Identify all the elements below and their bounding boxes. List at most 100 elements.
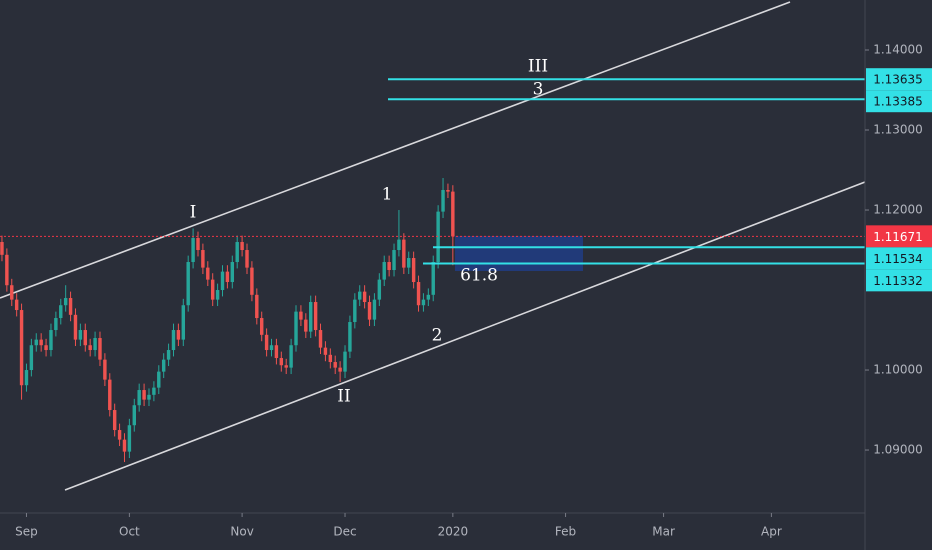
candle-body	[333, 362, 337, 368]
annotation: 1	[382, 185, 393, 205]
candle-body	[201, 250, 205, 268]
candle-body	[343, 351, 347, 372]
candle-body	[98, 338, 102, 360]
candle-body	[289, 345, 293, 368]
candle-body	[299, 311, 303, 320]
candle-body	[377, 279, 382, 300]
price-label: 1.13635	[873, 73, 923, 87]
candle-body	[255, 294, 259, 319]
y-tick-label: 1.13000	[873, 123, 923, 137]
candle-body	[73, 314, 78, 340]
candle-body	[436, 211, 440, 263]
candle-body	[313, 302, 318, 331]
candle-body	[157, 371, 161, 388]
candle-body	[0, 242, 4, 255]
x-tick-label: Feb	[555, 525, 576, 539]
x-tick-label: 2020	[438, 525, 469, 539]
price-label-box	[866, 225, 932, 248]
candle-body	[220, 271, 225, 291]
candle-body	[367, 302, 372, 320]
candle-body	[196, 238, 200, 251]
candle-body	[230, 262, 235, 283]
candle-body	[284, 365, 288, 368]
price-label-box	[866, 68, 932, 91]
candle-body	[206, 267, 210, 280]
candle-body	[387, 262, 391, 271]
candle-body	[353, 299, 357, 323]
candle-body	[191, 238, 195, 263]
candle-body	[318, 330, 323, 348]
candle-body	[54, 318, 58, 331]
candle-body	[83, 330, 87, 346]
candle-body	[215, 290, 220, 300]
candle-body	[294, 311, 298, 346]
candle-body	[171, 330, 176, 351]
candle-body	[225, 271, 230, 283]
candle-body	[411, 258, 416, 283]
candle-body	[10, 285, 14, 300]
candle-body	[103, 359, 107, 380]
channel-lower	[64, 181, 865, 491]
candle-body	[348, 322, 352, 352]
candle-body	[127, 425, 132, 452]
candle-body	[441, 190, 445, 212]
candle-body	[24, 370, 29, 386]
annotation: 2	[432, 326, 443, 346]
candle-body	[112, 410, 117, 431]
candle-body	[392, 250, 396, 271]
candle-body	[166, 350, 171, 360]
candle-body	[161, 359, 166, 372]
candle-body	[39, 339, 43, 346]
candle-body	[186, 262, 190, 306]
candle-body	[68, 298, 73, 315]
candle-body	[426, 294, 431, 300]
candle-body	[93, 338, 97, 351]
y-tick-label: 1.14000	[873, 43, 923, 57]
candle-body	[19, 310, 24, 386]
candle-body	[78, 330, 83, 340]
x-tick-label: Dec	[333, 525, 356, 539]
annotation: 61.8	[460, 266, 498, 286]
candle-body	[308, 302, 313, 332]
candle-body	[446, 190, 450, 192]
candle-body	[88, 345, 92, 351]
candle-body	[416, 282, 421, 306]
candle-body	[259, 318, 264, 335]
zone	[455, 236, 583, 271]
candle-body	[210, 279, 215, 300]
candle-body	[358, 291, 362, 300]
candle-body	[402, 239, 406, 268]
candle-body	[44, 345, 48, 351]
price-label: 1.11671	[873, 230, 923, 244]
candle-body	[338, 367, 342, 372]
x-tick-label: Apr	[761, 525, 782, 539]
candle-body	[235, 242, 239, 263]
candle-body	[108, 379, 112, 411]
x-tick-label: Sep	[15, 525, 38, 539]
annotation: III	[528, 57, 548, 77]
channel-upper	[0, 1, 791, 299]
candle-body	[240, 242, 244, 251]
candle-body	[382, 262, 386, 280]
x-tick-label: Mar	[652, 525, 675, 539]
candle-body	[451, 191, 455, 237]
candle-body	[49, 330, 53, 351]
price-label-box	[866, 247, 932, 270]
y-tick-label: 1.12000	[873, 203, 923, 217]
price-label: 1.13385	[873, 95, 923, 109]
annotation: II	[337, 387, 350, 407]
candle-body	[117, 430, 122, 440]
candle-body	[34, 339, 38, 346]
candle-body	[304, 319, 308, 332]
price-label-box	[866, 269, 932, 292]
candle-body	[431, 262, 435, 295]
candle-body	[142, 390, 146, 400]
candle-body	[274, 345, 279, 359]
candle-body	[245, 250, 249, 268]
candle-body	[372, 299, 377, 320]
candle-body	[407, 258, 411, 268]
annotation: I	[190, 203, 197, 223]
